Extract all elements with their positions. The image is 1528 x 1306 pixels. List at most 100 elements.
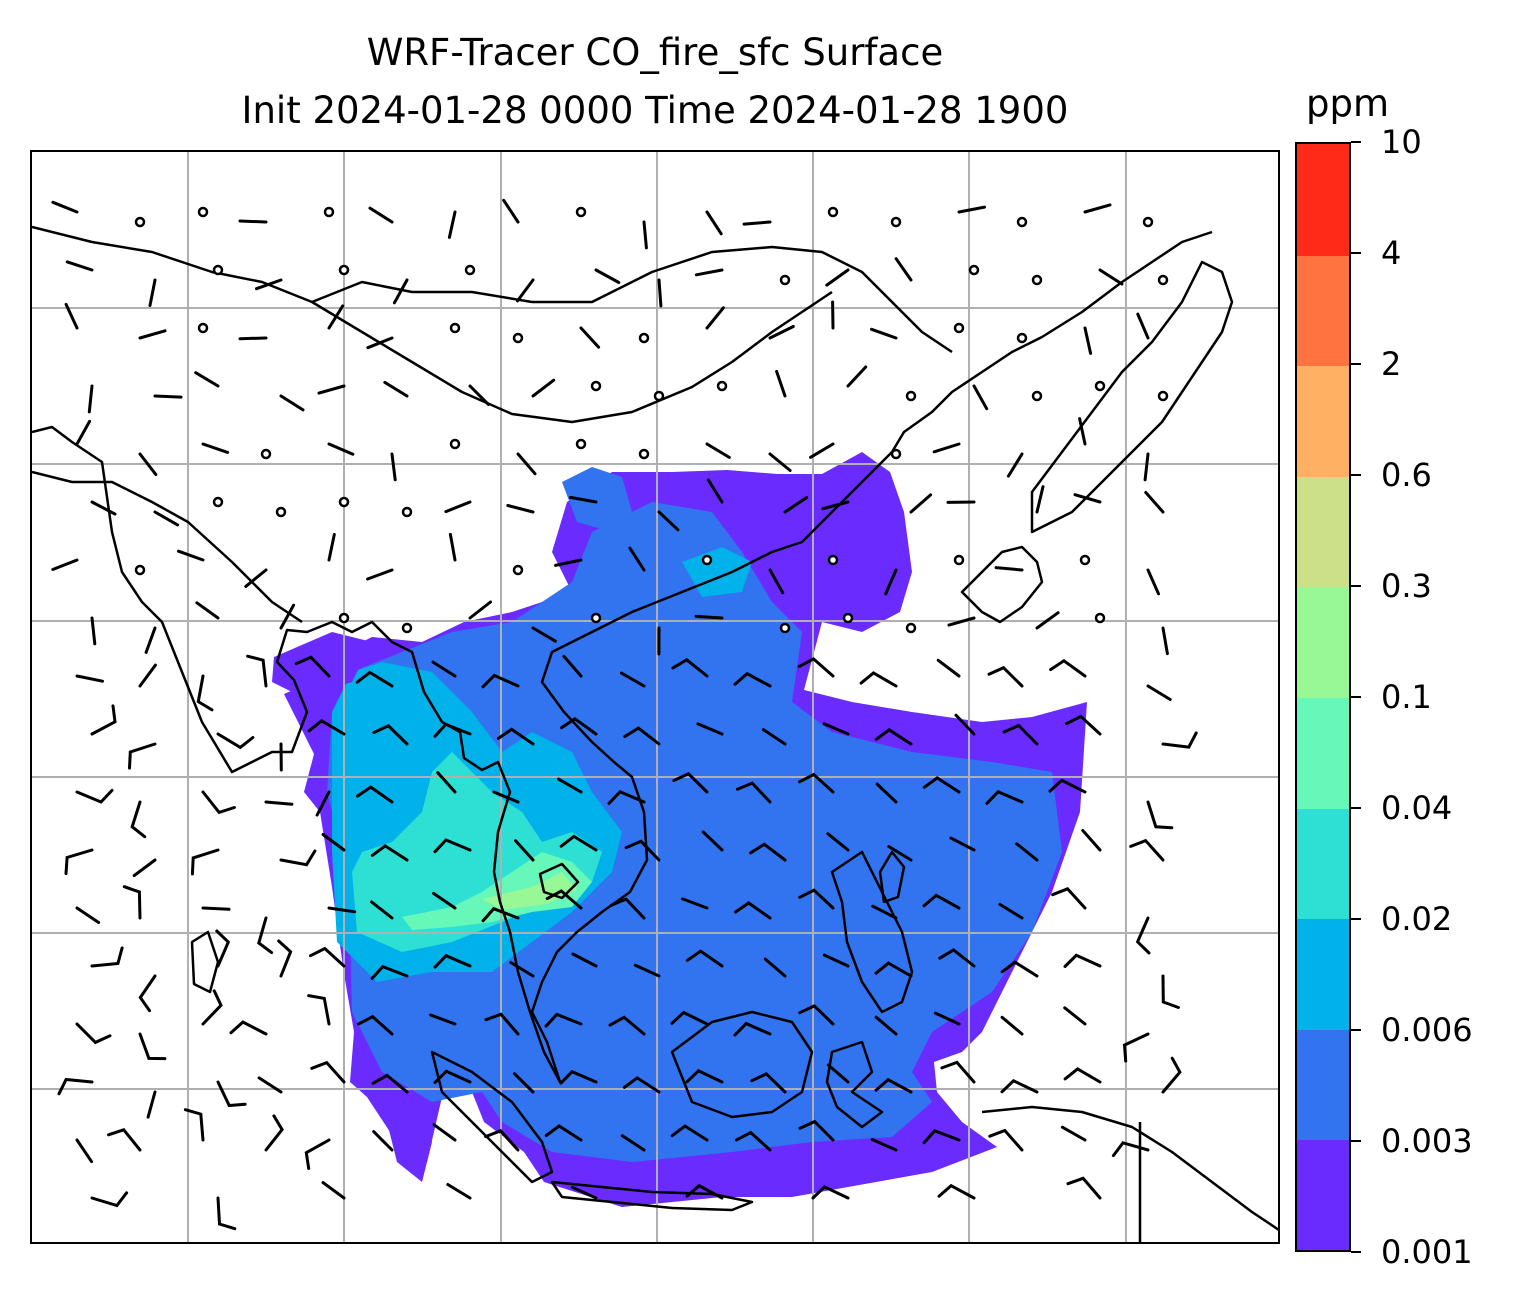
wind-barb bbox=[875, 782, 898, 804]
wind-barb bbox=[571, 952, 598, 968]
wind-barb bbox=[148, 278, 157, 307]
wind-barb bbox=[998, 902, 1024, 920]
wind-barb bbox=[797, 657, 835, 678]
wind-barb bbox=[768, 452, 792, 472]
wind-barb bbox=[201, 906, 231, 911]
calm-wind-marker bbox=[953, 322, 965, 334]
wind-barb bbox=[609, 897, 646, 920]
wind-barb bbox=[859, 671, 898, 688]
wind-barb bbox=[633, 963, 661, 978]
calm-wind-marker bbox=[842, 612, 854, 624]
wind-barb bbox=[1146, 800, 1174, 830]
wind-barb bbox=[356, 1014, 394, 1036]
wind-barb bbox=[798, 1119, 835, 1142]
colorbar-tick-label: 10 bbox=[1381, 123, 1422, 161]
wind-barb bbox=[1002, 723, 1039, 746]
wind-barb bbox=[570, 1185, 598, 1200]
wind-barb bbox=[809, 442, 835, 459]
wind-barb bbox=[1146, 568, 1160, 596]
wind-barb bbox=[957, 205, 986, 214]
calm-wind-marker bbox=[779, 622, 791, 634]
calm-wind-marker bbox=[323, 206, 335, 218]
wind-barb bbox=[874, 1015, 898, 1036]
wind-barb bbox=[496, 727, 535, 746]
wind-barb bbox=[1063, 953, 1102, 968]
wind-barb bbox=[294, 655, 331, 678]
wind-barb bbox=[484, 1012, 520, 1036]
wind-barb bbox=[429, 1013, 457, 1026]
wind-barb bbox=[1051, 887, 1087, 910]
wind-barb bbox=[51, 200, 79, 214]
wind-barb bbox=[671, 657, 709, 678]
calm-wind-marker bbox=[575, 438, 587, 450]
calm-wind-marker bbox=[968, 264, 980, 276]
wind-barb bbox=[846, 365, 868, 388]
wind-barb bbox=[940, 1060, 976, 1084]
wind-barb bbox=[560, 716, 598, 736]
wind-barb bbox=[264, 800, 294, 806]
java-coast bbox=[550, 1180, 754, 1212]
wind-barb bbox=[431, 660, 457, 678]
calm-wind-marker bbox=[338, 612, 350, 624]
calm-wind-marker bbox=[905, 622, 917, 634]
wind-barb bbox=[706, 478, 724, 504]
wind-barb bbox=[75, 906, 101, 924]
wind-barb bbox=[144, 626, 157, 654]
wind-barb bbox=[783, 496, 809, 514]
wind-barb bbox=[949, 836, 976, 852]
wind-barb bbox=[768, 568, 785, 595]
wind-barb bbox=[433, 953, 472, 969]
calm-wind-marker bbox=[1079, 554, 1091, 566]
wind-barb bbox=[624, 839, 661, 862]
wind-barb bbox=[304, 1138, 331, 1170]
calm-wind-marker bbox=[638, 448, 650, 460]
wind-barb bbox=[922, 1129, 961, 1145]
wind-barb bbox=[1122, 1032, 1150, 1063]
wind-barb bbox=[972, 384, 989, 411]
colorbar-tick-mark bbox=[1351, 918, 1361, 920]
wind-barb bbox=[107, 1128, 142, 1152]
sumatra-coast bbox=[430, 1050, 554, 1184]
calm-wind-marker bbox=[1031, 390, 1043, 402]
wind-barb bbox=[122, 885, 142, 920]
wind-barb bbox=[987, 665, 1024, 688]
calm-wind-marker bbox=[512, 564, 524, 576]
wind-barb bbox=[366, 568, 394, 581]
colorbar-tick-mark bbox=[1351, 585, 1361, 587]
wind-barb bbox=[1161, 1056, 1182, 1094]
colorbar-tick-label: 0.3 bbox=[1381, 567, 1432, 605]
wind-barb bbox=[735, 781, 772, 804]
wind-barb bbox=[619, 671, 646, 688]
wind-barb bbox=[433, 722, 472, 738]
wind-barb bbox=[177, 549, 205, 562]
wind-barb bbox=[321, 1181, 346, 1200]
wind-barb bbox=[1035, 485, 1045, 514]
wind-barb bbox=[554, 558, 583, 567]
calm-wind-marker bbox=[890, 448, 902, 460]
calm-wind-marker bbox=[827, 206, 839, 218]
calm-wind-marker bbox=[1094, 380, 1106, 392]
wind-barb bbox=[90, 946, 124, 968]
calm-wind-marker bbox=[338, 496, 350, 508]
wind-barb bbox=[628, 546, 646, 572]
calm-wind-marker bbox=[716, 380, 728, 392]
wind-barb bbox=[468, 600, 492, 620]
wind-barb bbox=[138, 329, 167, 340]
wind-barb bbox=[1073, 493, 1102, 504]
colorbar-tick-mark bbox=[1351, 363, 1361, 365]
wind-barb bbox=[937, 1183, 976, 1200]
wind-barb bbox=[871, 904, 898, 920]
wind-barb bbox=[557, 777, 583, 794]
wind-barb bbox=[370, 964, 409, 980]
wind-barb bbox=[761, 728, 787, 746]
wind-barb bbox=[705, 210, 723, 236]
wind-barb bbox=[579, 326, 601, 349]
wind-barb bbox=[884, 568, 898, 596]
wind-barb bbox=[366, 336, 394, 350]
wind-barb bbox=[279, 849, 317, 867]
wind-barb bbox=[215, 929, 231, 968]
wind-barb bbox=[1035, 611, 1060, 630]
wind-barb bbox=[681, 897, 709, 910]
wind-barb bbox=[735, 1130, 772, 1152]
wind-barb bbox=[383, 380, 409, 398]
